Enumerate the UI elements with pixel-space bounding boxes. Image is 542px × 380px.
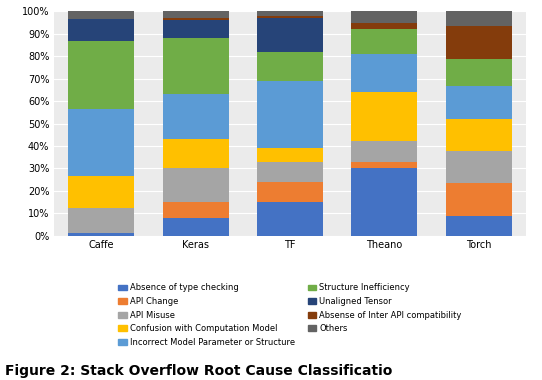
Bar [68, 41, 134, 109]
Bar [163, 168, 229, 202]
Bar [351, 162, 417, 168]
Bar [257, 162, 323, 182]
Bar [163, 94, 229, 139]
Bar [163, 202, 229, 218]
Bar [68, 19, 134, 41]
Bar [446, 11, 512, 26]
Bar [68, 109, 134, 176]
Bar [446, 86, 512, 119]
Bar [351, 141, 417, 161]
Bar [163, 11, 229, 18]
Text: Figure 2: Stack Overflow Root Cause Classificatio: Figure 2: Stack Overflow Root Cause Clas… [5, 364, 393, 378]
Bar [351, 29, 417, 54]
Bar [257, 18, 323, 52]
Bar [446, 26, 512, 59]
Bar [68, 233, 134, 236]
Bar [257, 52, 323, 81]
Bar [68, 11, 134, 19]
Bar [163, 38, 229, 94]
Legend: Absence of type checking, API Change, API Misuse, Confusion with Computation Mod: Absence of type checking, API Change, AP… [115, 280, 465, 350]
Bar [446, 151, 512, 183]
Bar [257, 182, 323, 202]
Bar [446, 119, 512, 151]
Bar [68, 176, 134, 208]
Bar [257, 11, 323, 16]
Bar [257, 202, 323, 236]
Bar [163, 139, 229, 168]
Bar [446, 216, 512, 236]
Bar [257, 81, 323, 148]
Bar [163, 21, 229, 38]
Bar [68, 208, 134, 233]
Bar [351, 11, 417, 23]
Bar [351, 92, 417, 141]
Bar [257, 16, 323, 18]
Bar [163, 18, 229, 21]
Bar [351, 23, 417, 29]
Bar [446, 59, 512, 86]
Bar [163, 218, 229, 236]
Bar [351, 168, 417, 236]
Bar [257, 148, 323, 162]
Bar [351, 54, 417, 92]
Bar [446, 183, 512, 216]
